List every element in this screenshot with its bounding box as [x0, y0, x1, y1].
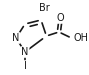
- Text: N: N: [12, 33, 20, 43]
- Text: O: O: [57, 13, 65, 23]
- Text: N: N: [21, 47, 29, 57]
- Text: OH: OH: [73, 33, 88, 43]
- Text: I: I: [24, 61, 26, 71]
- Text: Br: Br: [39, 3, 50, 13]
